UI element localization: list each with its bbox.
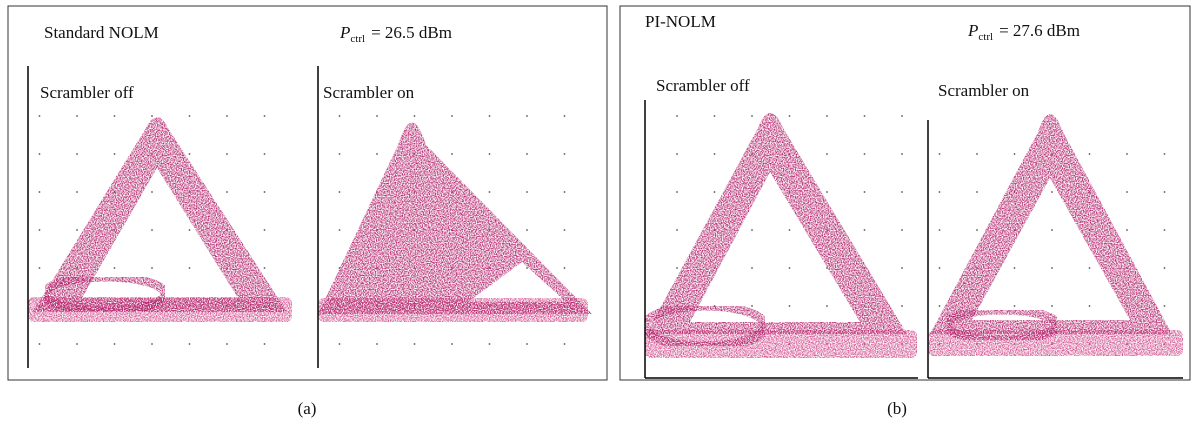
eye-label: Scrambler off: [40, 83, 134, 102]
eye-diagram: Scrambler on: [317, 66, 592, 368]
eye-diagram: Scrambler on: [927, 81, 1183, 379]
power-label: Pctrl = 26.5 dBm: [339, 23, 452, 45]
power-label: Pctrl = 27.6 dBm: [967, 21, 1080, 43]
panel-frame: [619, 5, 1191, 381]
panel-frame: [7, 5, 608, 381]
eye-label: Scrambler off: [656, 76, 750, 95]
eye-diagram: Scrambler off: [27, 66, 292, 368]
panel-title: PI-NOLM: [645, 12, 716, 31]
panel-title: Standard NOLM: [44, 23, 159, 42]
eye-label: Scrambler on: [938, 81, 1030, 100]
panel-label: (a): [298, 399, 317, 418]
panel-label: (b): [887, 399, 907, 418]
eye-diagram: Scrambler off: [640, 76, 918, 379]
eye-label: Scrambler on: [323, 83, 415, 102]
